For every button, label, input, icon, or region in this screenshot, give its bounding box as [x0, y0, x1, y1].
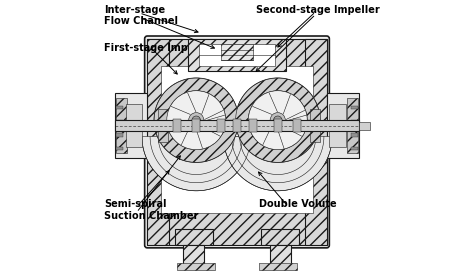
Bar	[217, 119, 225, 132]
Polygon shape	[142, 136, 251, 191]
Bar	[310, 109, 320, 142]
Circle shape	[154, 78, 238, 162]
Polygon shape	[236, 78, 320, 162]
Bar	[359, 121, 370, 130]
Bar	[188, 39, 286, 71]
Bar	[305, 39, 327, 245]
Circle shape	[189, 113, 204, 128]
FancyBboxPatch shape	[145, 36, 329, 248]
Bar	[351, 120, 358, 123]
Circle shape	[270, 113, 285, 128]
Bar	[351, 106, 358, 109]
Bar	[177, 263, 215, 270]
Polygon shape	[154, 78, 238, 162]
Bar	[161, 66, 313, 213]
Circle shape	[192, 116, 201, 124]
Bar	[116, 99, 127, 153]
Bar	[116, 120, 123, 123]
Circle shape	[273, 116, 282, 124]
Bar	[347, 99, 358, 153]
Text: Second-stage Impeller: Second-stage Impeller	[256, 5, 380, 15]
Bar	[262, 229, 300, 245]
Bar	[192, 119, 201, 132]
Bar	[174, 229, 212, 245]
Polygon shape	[223, 136, 332, 191]
Bar	[199, 44, 275, 66]
Bar	[126, 104, 142, 147]
Bar	[116, 133, 123, 136]
Bar	[270, 245, 292, 267]
Bar	[147, 207, 327, 245]
Bar	[116, 106, 123, 109]
Bar	[182, 245, 204, 267]
Bar	[351, 133, 358, 136]
Bar	[158, 109, 168, 142]
Bar	[329, 104, 346, 147]
Bar	[233, 119, 241, 132]
Bar	[115, 120, 359, 131]
Bar	[116, 147, 123, 150]
Circle shape	[167, 91, 226, 150]
Bar	[351, 147, 358, 150]
Text: Inter-stage
Flow Channel: Inter-stage Flow Channel	[104, 5, 178, 26]
Bar	[173, 119, 182, 132]
Text: Double Volute: Double Volute	[259, 199, 337, 209]
Bar	[273, 119, 282, 132]
Bar	[147, 39, 169, 245]
Circle shape	[248, 91, 307, 150]
Bar	[327, 93, 359, 158]
Bar	[115, 93, 147, 158]
Bar	[221, 44, 253, 60]
Text: Semi-spiral
Suction Chamber: Semi-spiral Suction Chamber	[104, 199, 198, 221]
Bar	[249, 119, 257, 132]
Bar	[147, 39, 327, 71]
Circle shape	[236, 78, 320, 162]
Bar	[259, 263, 297, 270]
Text: First-stage Impeller: First-stage Impeller	[104, 43, 213, 53]
Bar	[292, 119, 301, 132]
